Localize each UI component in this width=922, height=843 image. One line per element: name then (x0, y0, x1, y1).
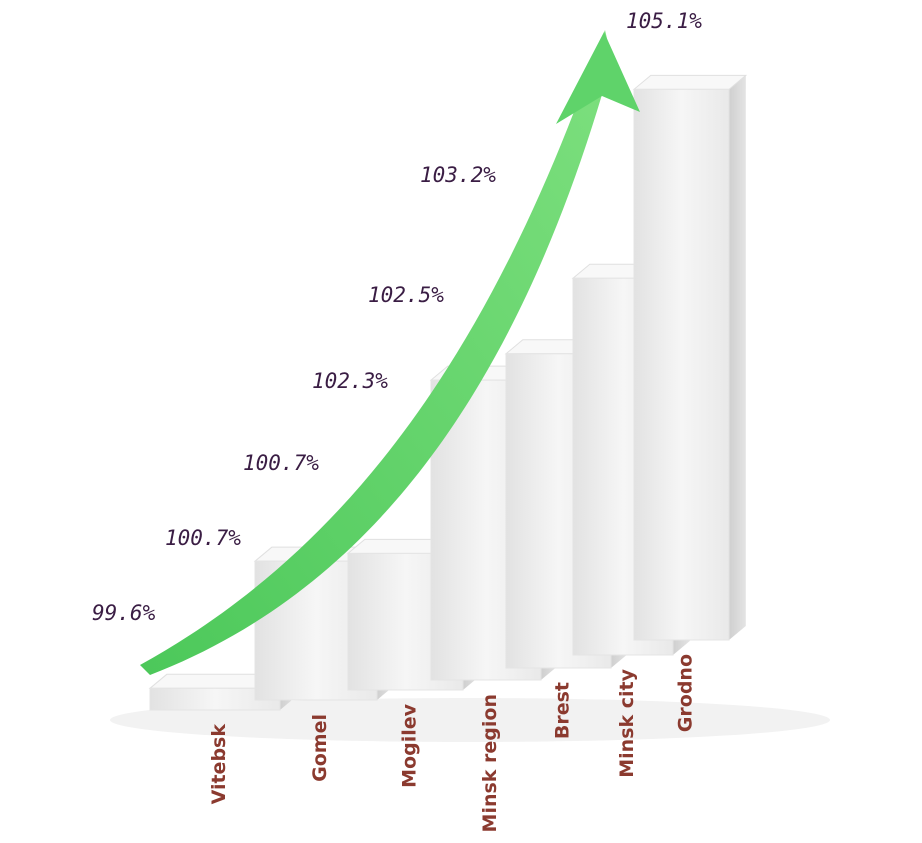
category-label: Vitebsk (208, 724, 230, 805)
value-label: 99.6% (92, 601, 156, 625)
bar-grodno (632, 74, 748, 641)
value-labels: 99.6% 100.7% 100.7% 102.3% 102.5% 103.2% 105.1… (92, 9, 702, 625)
value-label: 100.7% (243, 451, 319, 475)
category-label: Gomel (309, 714, 331, 782)
value-label: 105.1% (626, 9, 702, 33)
bar-front (633, 88, 730, 641)
bar-side (729, 75, 746, 641)
value-label: 102.5% (368, 283, 444, 307)
ground-shadow (110, 698, 830, 742)
category-label: Minsk city (616, 668, 638, 777)
category-label: Brest (552, 682, 574, 739)
growth-arrow (140, 30, 640, 675)
value-label: 100.7% (165, 526, 241, 550)
value-label: 103.2% (420, 163, 496, 187)
category-label: Mogilev (399, 703, 421, 787)
bar-top (632, 74, 748, 90)
category-label: Minsk region (479, 694, 501, 832)
arrow-head (556, 32, 640, 124)
category-label: Grodno (675, 654, 697, 732)
category-labels: Vitebsk Gomel Mogilev Minsk region Brest Mins… (208, 654, 697, 832)
value-label: 102.3% (312, 369, 388, 393)
